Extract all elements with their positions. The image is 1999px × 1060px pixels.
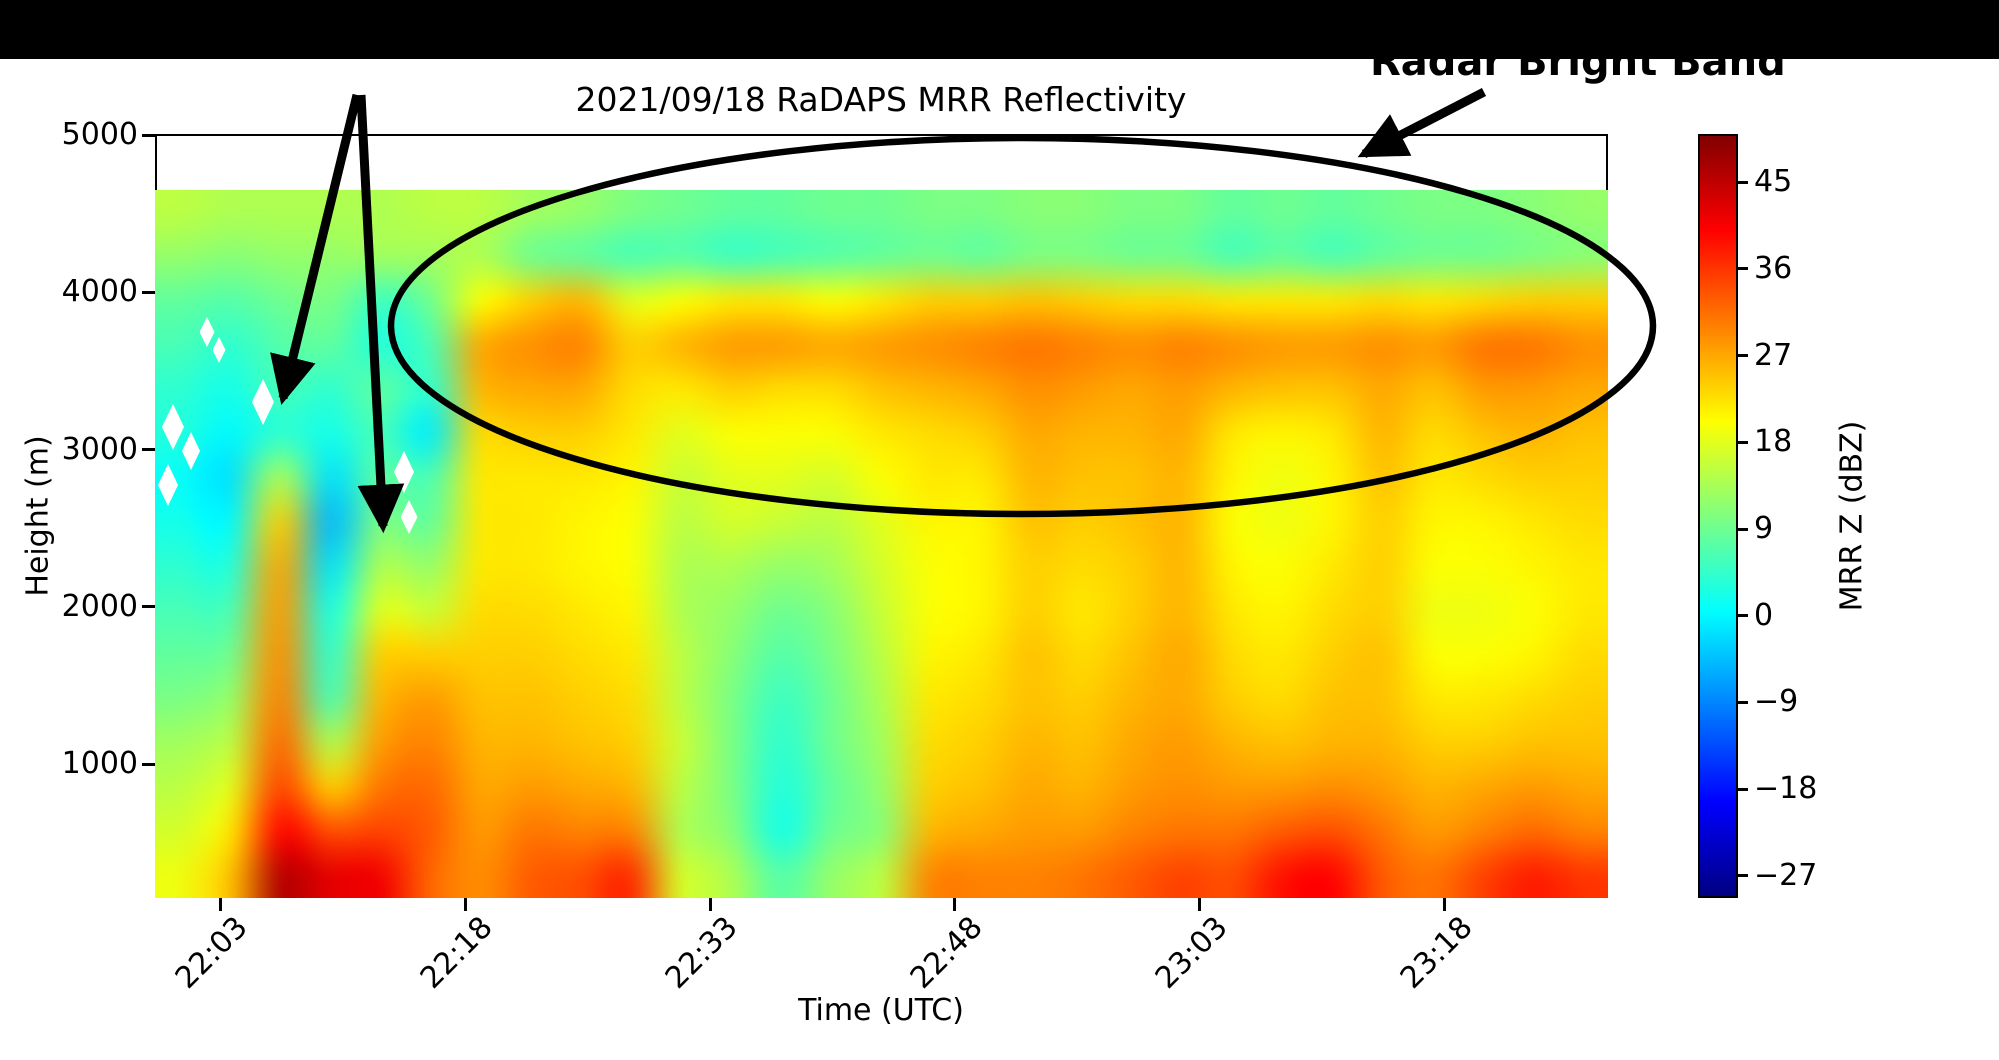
y-tick-mark (142, 762, 155, 766)
colorbar-tick-label: 27 (1754, 337, 1793, 373)
colorbar-tick-mark (1738, 440, 1748, 444)
colorbar-tick-label: 45 (1754, 164, 1793, 200)
colorbar-tick-label: 9 (1754, 511, 1774, 546)
colorbar-tick-mark (1738, 267, 1748, 271)
colorbar-tick-mark (1738, 787, 1748, 791)
x-tick-mark (218, 898, 222, 911)
x-tick-mark (708, 898, 712, 911)
colorbar-gradient (1698, 134, 1738, 898)
missing-data-diamond-marker (212, 337, 226, 363)
colorbar-tick-mark (1738, 354, 1748, 358)
missing-data-diamond-marker (199, 317, 215, 347)
chart-title: 2021/09/18 RaDAPS MRR Reflectivity (575, 80, 1187, 119)
graupel-arrow-2 (356, 94, 405, 534)
colorbar-tick-mark (1738, 874, 1748, 878)
y-tick-label: 2000 (61, 588, 138, 624)
colorbar-tick-mark (1738, 614, 1748, 618)
colorbar-tick-label: −27 (1754, 857, 1818, 893)
y-tick-label: 1000 (61, 746, 138, 782)
y-tick-mark (142, 290, 155, 294)
black-header-bar (0, 0, 1999, 59)
x-tick-mark (953, 898, 957, 911)
y-tick-label: 3000 (61, 431, 138, 467)
missing-data-diamond-marker (162, 404, 184, 450)
y-tick-mark (142, 133, 155, 137)
missing-data-diamond-marker (400, 500, 418, 534)
missing-data-diamond-marker (182, 432, 200, 470)
y-tick-mark (142, 448, 155, 452)
bright-band-ellipse (387, 134, 1657, 518)
colorbar-tick-mark (1738, 700, 1748, 704)
colorbar-frame (1698, 134, 1738, 898)
x-tick-mark (1198, 898, 1202, 911)
x-axis-label: Time (UTC) (798, 993, 964, 1028)
missing-data-diamond-marker (394, 451, 414, 493)
colorbar-tick-label: 36 (1754, 250, 1793, 286)
colorbar-tick-label: 0 (1754, 597, 1774, 633)
bright-band-arrow (1357, 88, 1487, 158)
missing-data-diamond-marker (252, 379, 274, 425)
colorbar-tick-mark (1738, 180, 1748, 184)
colorbar-tick-mark (1738, 527, 1748, 531)
x-tick-mark (463, 898, 467, 911)
x-tick-mark (1443, 898, 1447, 911)
graupel-arrow-1 (270, 93, 362, 405)
missing-data-diamond-marker (158, 464, 178, 506)
y-tick-label: 4000 (61, 274, 138, 310)
y-tick-label: 5000 (61, 117, 138, 152)
colorbar-tick-label: −18 (1754, 771, 1818, 807)
colorbar-tick-label: 18 (1754, 424, 1793, 460)
y-tick-mark (142, 605, 155, 609)
colorbar-tick-label: −9 (1754, 684, 1799, 720)
